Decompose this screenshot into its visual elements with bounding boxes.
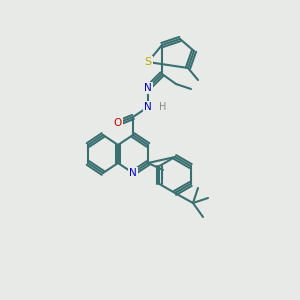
Text: N: N [144, 102, 152, 112]
Text: S: S [144, 57, 152, 67]
Text: H: H [159, 102, 167, 112]
Text: O: O [114, 118, 122, 128]
Text: N: N [144, 83, 152, 93]
Text: N: N [129, 168, 137, 178]
